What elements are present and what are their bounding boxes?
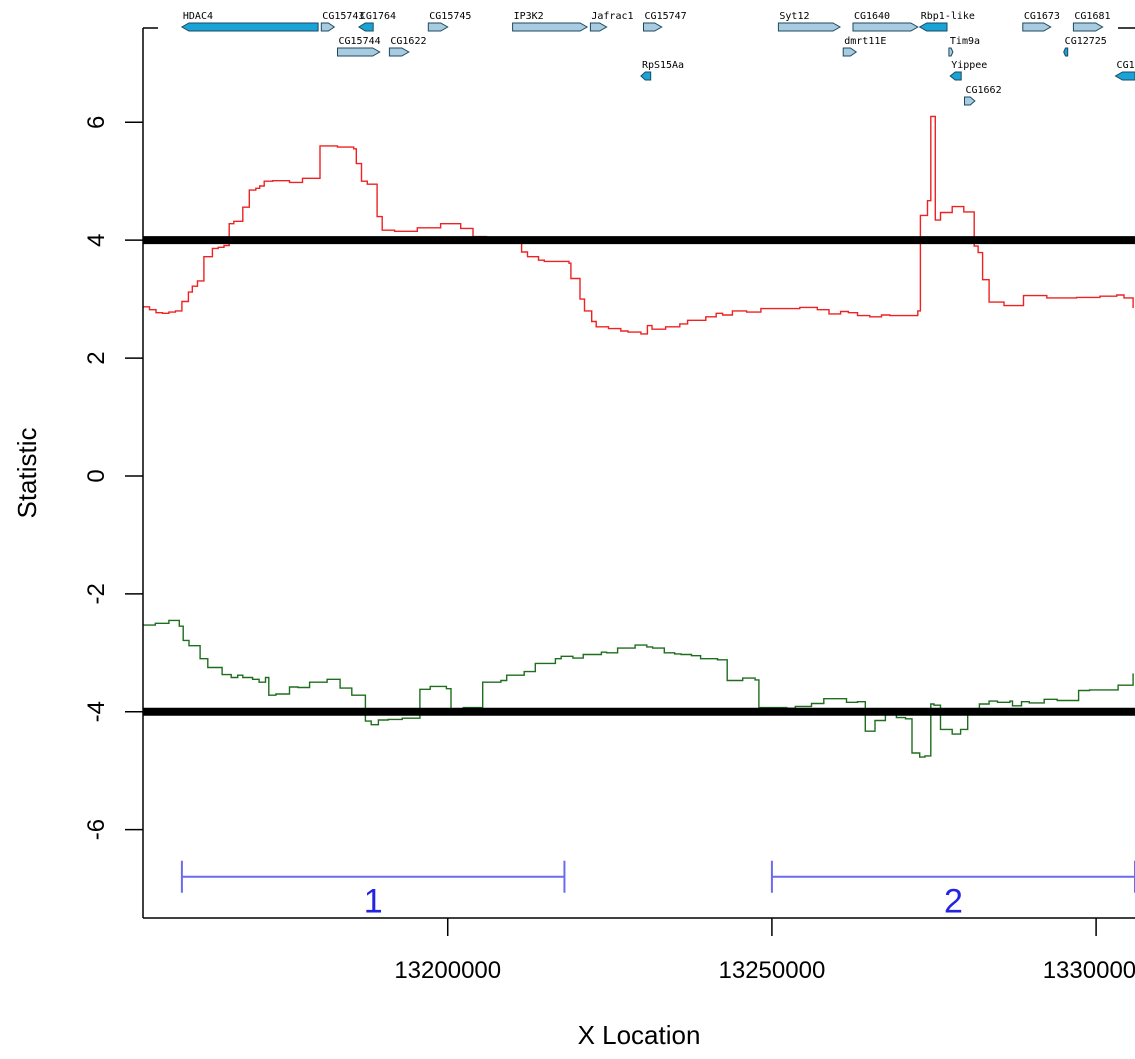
segment-label: 1 bbox=[364, 882, 383, 920]
gene-label: Tim9a bbox=[950, 36, 980, 47]
x-tick-label: 13300000 bbox=[1043, 957, 1135, 984]
x-ticks: 13200000 13250000 13300000 bbox=[394, 918, 1135, 984]
y-axis-title: Statistic bbox=[12, 427, 42, 518]
gene-label: RpS15Aa bbox=[642, 60, 684, 71]
series-line-upper bbox=[143, 115, 1134, 335]
y-tick-label: -4 bbox=[83, 701, 110, 722]
gene-arrow bbox=[918, 22, 948, 32]
gene-arrow bbox=[1063, 47, 1069, 57]
x-tick-label: 13200000 bbox=[394, 957, 501, 984]
gene-label: Rbp1-like bbox=[921, 11, 975, 22]
x-tick-label: 13250000 bbox=[719, 957, 826, 984]
series-line-lower bbox=[143, 619, 1134, 758]
gene-arrow bbox=[427, 22, 449, 32]
y-tick-label: 4 bbox=[83, 234, 110, 247]
gene-arrow bbox=[1022, 22, 1052, 32]
gene-label: Syt12 bbox=[779, 11, 809, 22]
y-tick-label: -6 bbox=[83, 819, 110, 840]
gene-label: IP3K2 bbox=[514, 11, 544, 22]
y-tick-label: 0 bbox=[83, 469, 110, 482]
gene-label: CG1998 bbox=[1117, 60, 1135, 71]
threshold-layer bbox=[143, 236, 1135, 716]
gene-arrow bbox=[949, 71, 962, 81]
gene-label: CG1640 bbox=[854, 11, 890, 22]
gene-arrow bbox=[777, 22, 842, 32]
gene-arrow bbox=[948, 47, 954, 57]
gene-label: CG15747 bbox=[645, 11, 687, 22]
gene-arrow bbox=[852, 22, 919, 32]
gene-label: CG1681 bbox=[1074, 11, 1110, 22]
gene-arrow bbox=[964, 96, 976, 106]
y-ticks: 6 4 2 0 -2 -4 -6 bbox=[83, 116, 143, 840]
gene-label: CG1662 bbox=[965, 85, 1001, 96]
gene-arrow bbox=[842, 47, 858, 57]
gene-arrow bbox=[1072, 22, 1104, 32]
gene-label: CG15745 bbox=[429, 11, 471, 22]
gene-arrow bbox=[180, 22, 319, 32]
gene-label: dmrt11E bbox=[844, 36, 886, 47]
gene-label: CG1622 bbox=[390, 36, 426, 47]
y-tick-label: -2 bbox=[83, 583, 110, 604]
series-layer bbox=[143, 115, 1134, 758]
segment-label: 2 bbox=[944, 882, 963, 920]
gene-arrow bbox=[337, 47, 381, 57]
axes bbox=[142, 27, 1135, 919]
gene-arrow bbox=[320, 22, 336, 32]
gene-arrow bbox=[589, 22, 608, 32]
gene-arrow bbox=[643, 22, 663, 32]
gene-label: CG15744 bbox=[339, 36, 381, 47]
gene-arrow bbox=[640, 71, 652, 81]
x-axis-title: X Location bbox=[578, 1020, 701, 1050]
gene-arrow bbox=[357, 22, 374, 32]
gene-label: CG15743 bbox=[322, 11, 364, 22]
y-tick-label: 2 bbox=[83, 351, 110, 364]
gene-label: CG1673 bbox=[1024, 11, 1060, 22]
gene-label: CG12725 bbox=[1065, 36, 1107, 47]
gene-label: CG1764 bbox=[360, 11, 396, 22]
gene-arrow bbox=[388, 47, 410, 57]
gene-arrow bbox=[1114, 71, 1135, 81]
gene-label: Yippee bbox=[951, 60, 987, 71]
gene-label: Jafrac1 bbox=[591, 11, 633, 22]
gene-label: HDAC4 bbox=[183, 11, 213, 22]
gene-arrow bbox=[512, 22, 589, 32]
y-tick-label: 6 bbox=[83, 116, 110, 129]
